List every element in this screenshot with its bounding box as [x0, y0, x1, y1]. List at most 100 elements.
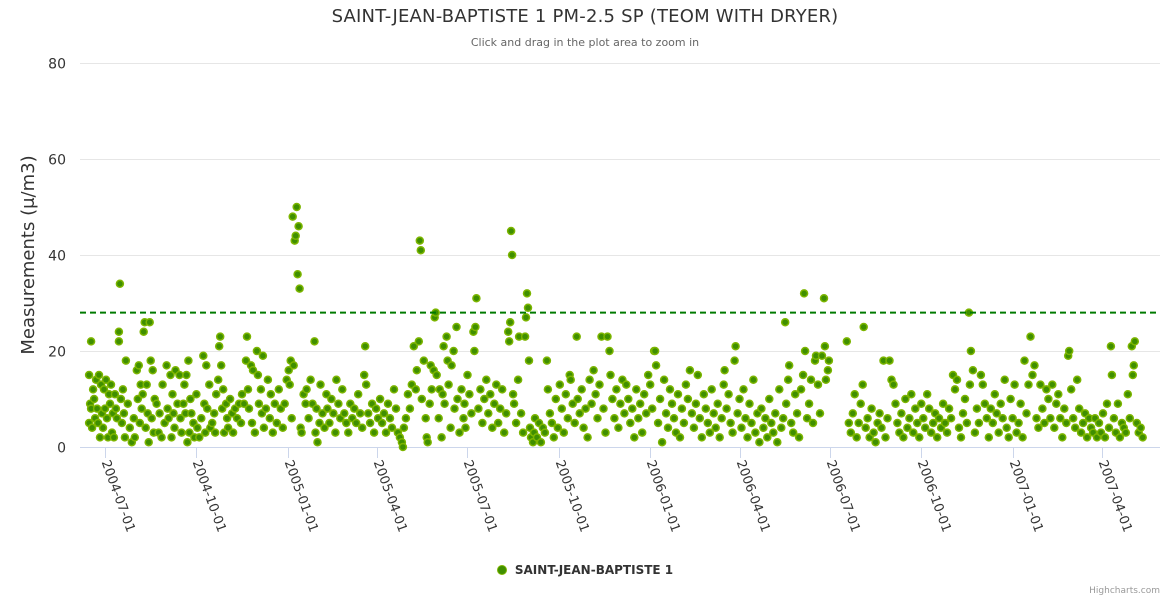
- data-point[interactable]: [741, 413, 750, 423]
- data-point[interactable]: [137, 404, 146, 413]
- data-point[interactable]: [214, 341, 224, 351]
- data-point[interactable]: [442, 332, 451, 341]
- data-point[interactable]: [907, 389, 916, 399]
- data-point[interactable]: [1004, 433, 1013, 442]
- data-point[interactable]: [577, 385, 586, 394]
- data-point[interactable]: [322, 389, 331, 399]
- data-point[interactable]: [459, 413, 468, 423]
- data-point[interactable]: [158, 380, 167, 389]
- data-point[interactable]: [570, 418, 579, 428]
- data-point[interactable]: [482, 375, 491, 385]
- data-point[interactable]: [403, 389, 413, 399]
- data-point[interactable]: [549, 433, 559, 442]
- data-point[interactable]: [285, 380, 294, 389]
- data-point[interactable]: [144, 437, 153, 447]
- data-point[interactable]: [711, 423, 720, 433]
- data-point[interactable]: [266, 389, 276, 399]
- data-point[interactable]: [632, 385, 641, 394]
- data-point[interactable]: [411, 385, 421, 394]
- data-point[interactable]: [377, 418, 387, 428]
- data-point[interactable]: [536, 437, 546, 447]
- data-point[interactable]: [850, 389, 859, 399]
- data-point[interactable]: [195, 433, 204, 442]
- data-point[interactable]: [960, 394, 970, 404]
- data-point[interactable]: [1121, 428, 1131, 437]
- data-point[interactable]: [665, 385, 675, 394]
- data-point[interactable]: [663, 423, 673, 433]
- data-point[interactable]: [516, 409, 526, 418]
- data-point[interactable]: [86, 337, 96, 346]
- data-point[interactable]: [856, 399, 865, 409]
- data-point[interactable]: [543, 385, 553, 394]
- data-point[interactable]: [265, 413, 275, 423]
- data-point[interactable]: [359, 370, 369, 380]
- data-point[interactable]: [703, 418, 713, 428]
- data-point[interactable]: [771, 409, 780, 418]
- data-point[interactable]: [284, 365, 293, 375]
- data-point[interactable]: [133, 394, 143, 404]
- data-point[interactable]: [363, 409, 373, 418]
- data-point[interactable]: [1022, 409, 1031, 418]
- data-point[interactable]: [182, 370, 191, 380]
- data-point[interactable]: [581, 404, 590, 413]
- data-point[interactable]: [1068, 413, 1078, 423]
- data-point[interactable]: [903, 423, 912, 433]
- data-point[interactable]: [863, 413, 872, 423]
- data-point[interactable]: [547, 418, 557, 428]
- data-point[interactable]: [385, 413, 395, 423]
- data-point[interactable]: [152, 399, 161, 409]
- data-point[interactable]: [1000, 375, 1009, 385]
- data-point[interactable]: [222, 413, 232, 423]
- data-point[interactable]: [518, 428, 528, 437]
- data-point[interactable]: [616, 399, 625, 409]
- data-point[interactable]: [460, 399, 469, 409]
- data-point[interactable]: [338, 385, 347, 394]
- data-point[interactable]: [102, 413, 112, 423]
- data-point[interactable]: [1018, 433, 1027, 442]
- data-point[interactable]: [163, 404, 172, 413]
- data-point[interactable]: [601, 428, 610, 437]
- data-point[interactable]: [634, 413, 643, 423]
- data-point[interactable]: [115, 279, 125, 289]
- data-point[interactable]: [1098, 409, 1108, 418]
- data-point[interactable]: [145, 317, 154, 327]
- data-point[interactable]: [643, 370, 653, 380]
- data-point[interactable]: [881, 433, 890, 442]
- data-point[interactable]: [988, 418, 998, 428]
- data-point[interactable]: [405, 404, 415, 413]
- data-point[interactable]: [310, 337, 319, 346]
- data-point[interactable]: [425, 399, 434, 409]
- data-point[interactable]: [673, 389, 683, 399]
- data-point[interactable]: [691, 399, 701, 409]
- data-point[interactable]: [823, 365, 833, 375]
- data-point[interactable]: [773, 437, 782, 447]
- data-point[interactable]: [427, 385, 436, 394]
- data-point[interactable]: [932, 433, 942, 442]
- data-point[interactable]: [637, 428, 647, 437]
- data-point[interactable]: [270, 399, 280, 409]
- data-point[interactable]: [905, 413, 914, 423]
- data-point[interactable]: [641, 409, 651, 418]
- data-point[interactable]: [423, 437, 432, 447]
- data-point[interactable]: [693, 370, 703, 380]
- data-point[interactable]: [1048, 380, 1057, 389]
- data-point[interactable]: [501, 409, 511, 418]
- data-point[interactable]: [294, 221, 303, 231]
- data-point[interactable]: [504, 337, 514, 346]
- data-point[interactable]: [846, 428, 856, 437]
- data-point[interactable]: [573, 394, 582, 404]
- data-point[interactable]: [647, 404, 657, 413]
- data-point[interactable]: [796, 385, 806, 394]
- data-point[interactable]: [465, 389, 474, 399]
- data-point[interactable]: [739, 385, 748, 394]
- data-point[interactable]: [614, 423, 623, 433]
- data-point[interactable]: [958, 409, 968, 418]
- data-point[interactable]: [972, 404, 982, 413]
- data-point[interactable]: [781, 399, 791, 409]
- data-point[interactable]: [101, 375, 111, 385]
- data-point[interactable]: [375, 394, 385, 404]
- data-point[interactable]: [730, 356, 739, 365]
- data-point[interactable]: [201, 428, 210, 437]
- data-point[interactable]: [183, 437, 192, 447]
- data-point[interactable]: [455, 428, 464, 437]
